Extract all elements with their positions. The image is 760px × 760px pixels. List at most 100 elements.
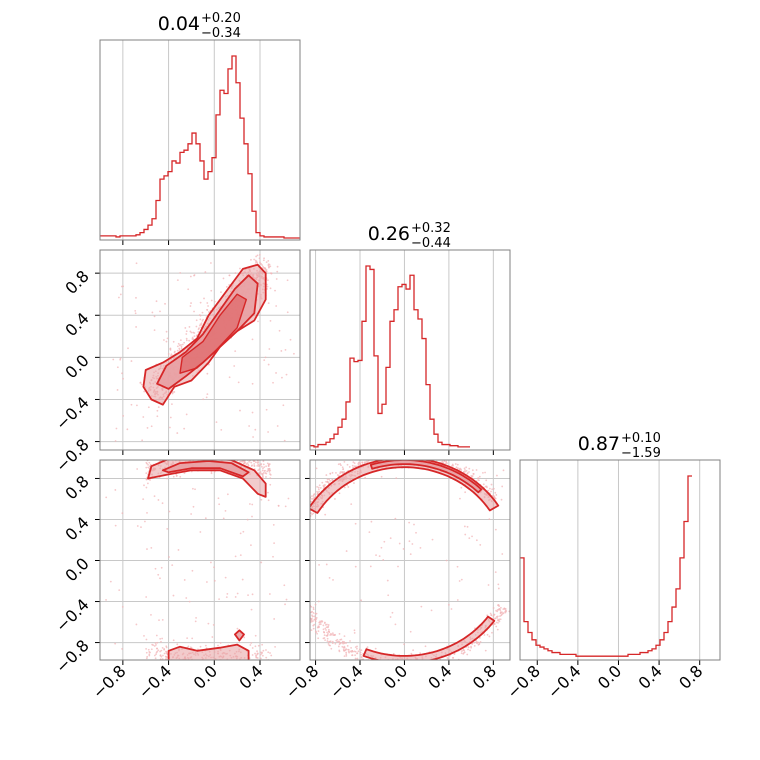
panel-frame xyxy=(99,39,301,241)
scatter-point xyxy=(347,486,350,488)
scatter-point xyxy=(331,478,334,481)
scatter-point xyxy=(321,481,324,484)
scatter-point xyxy=(312,627,315,630)
scatter-point xyxy=(308,504,310,506)
scatter-point xyxy=(432,456,434,458)
scatter-point xyxy=(163,648,166,650)
scatter-point xyxy=(345,550,348,552)
scatter-point xyxy=(114,440,117,442)
scatter-point xyxy=(489,612,492,615)
scatter-point xyxy=(307,508,309,510)
x-tick-label: −0.4 xyxy=(134,661,175,702)
scatter-point xyxy=(482,483,485,486)
scatter-point xyxy=(215,664,217,666)
scatter-point xyxy=(266,664,268,666)
title-diag-3: 0.87 +0.10 −1.59 xyxy=(578,431,661,461)
scatter-point xyxy=(338,641,341,643)
scatter-point xyxy=(314,618,317,621)
scatter-point xyxy=(224,576,227,579)
scatter-point xyxy=(258,468,261,471)
scatter-point xyxy=(312,608,315,611)
scatter-point xyxy=(161,646,164,649)
scatter-point xyxy=(240,460,243,463)
scatter-point xyxy=(264,356,267,359)
scatter-point xyxy=(418,454,420,456)
scatter-point xyxy=(206,302,209,304)
scatter-point xyxy=(495,494,498,496)
scatter-point xyxy=(145,596,148,598)
x-tick-label: 0.4 xyxy=(424,661,455,692)
scatter-point xyxy=(343,649,346,652)
scatter-point xyxy=(380,665,382,667)
y-tick-label: −0.4 xyxy=(52,393,93,434)
scatter-point xyxy=(413,523,415,526)
scatter-point xyxy=(188,326,191,328)
scatter-point xyxy=(266,285,269,288)
scatter-point xyxy=(130,360,133,362)
scatter-point xyxy=(471,475,474,477)
scatter-point xyxy=(112,358,115,361)
scatter-point xyxy=(338,474,340,477)
scatter-point xyxy=(341,640,344,643)
scatter-point xyxy=(191,569,194,572)
scatter-point xyxy=(163,339,165,341)
scatter-point xyxy=(409,668,411,670)
scatter-point xyxy=(312,497,315,500)
scatter-point xyxy=(248,460,250,463)
scatter-point xyxy=(403,665,405,667)
scatter-point xyxy=(262,467,264,470)
scatter-point xyxy=(374,647,377,650)
scatter-point xyxy=(494,491,497,494)
scatter-point xyxy=(206,308,208,311)
scatter-point xyxy=(285,598,288,601)
scatter-point xyxy=(455,466,458,469)
scatter-point xyxy=(374,457,376,459)
scatter-point xyxy=(402,456,404,458)
scatter-point xyxy=(385,665,387,667)
scatter-point xyxy=(268,348,271,350)
scatter-point xyxy=(169,426,171,429)
scatter-point xyxy=(284,603,286,606)
scatter-point xyxy=(150,546,153,549)
scatter-point xyxy=(250,258,252,261)
scatter-point xyxy=(408,663,410,665)
scatter-point xyxy=(377,664,379,666)
scatter-point xyxy=(360,649,363,652)
scatter-point xyxy=(219,454,221,456)
scatter-point xyxy=(499,618,502,621)
scatter-point xyxy=(200,323,203,326)
scatter-point xyxy=(175,454,177,456)
scatter-point xyxy=(179,339,182,342)
scatter-point xyxy=(313,493,316,495)
scatter-point xyxy=(360,653,362,656)
scatter-point xyxy=(153,654,156,657)
scatter-point xyxy=(465,466,468,469)
scatter-point xyxy=(254,461,257,464)
scatter-point xyxy=(398,542,401,545)
scatter-point xyxy=(275,372,277,374)
scatter-point xyxy=(213,300,216,303)
scatter-point xyxy=(402,548,405,550)
scatter-point xyxy=(337,463,340,466)
scatter-point xyxy=(501,553,504,555)
scatter-point xyxy=(194,488,196,491)
scatter-point xyxy=(311,614,313,617)
scatter-point xyxy=(310,611,313,614)
scatter-point xyxy=(412,453,414,455)
scatter-point xyxy=(182,451,184,453)
scatter-point xyxy=(159,654,162,657)
scatter-point xyxy=(267,431,269,433)
scatter-point xyxy=(307,623,309,625)
scatter-point xyxy=(322,624,325,627)
scatter-point xyxy=(199,318,202,321)
scatter-point xyxy=(121,512,124,515)
scatter-point xyxy=(320,619,323,622)
scatter-point xyxy=(392,456,394,458)
scatter-point xyxy=(150,648,153,651)
x-tick-label: −0.4 xyxy=(544,661,585,702)
scatter-point xyxy=(293,352,295,355)
scatter-point xyxy=(306,611,308,613)
scatter-point xyxy=(314,612,317,615)
scatter-point xyxy=(217,456,219,458)
scatter-point xyxy=(263,359,266,362)
